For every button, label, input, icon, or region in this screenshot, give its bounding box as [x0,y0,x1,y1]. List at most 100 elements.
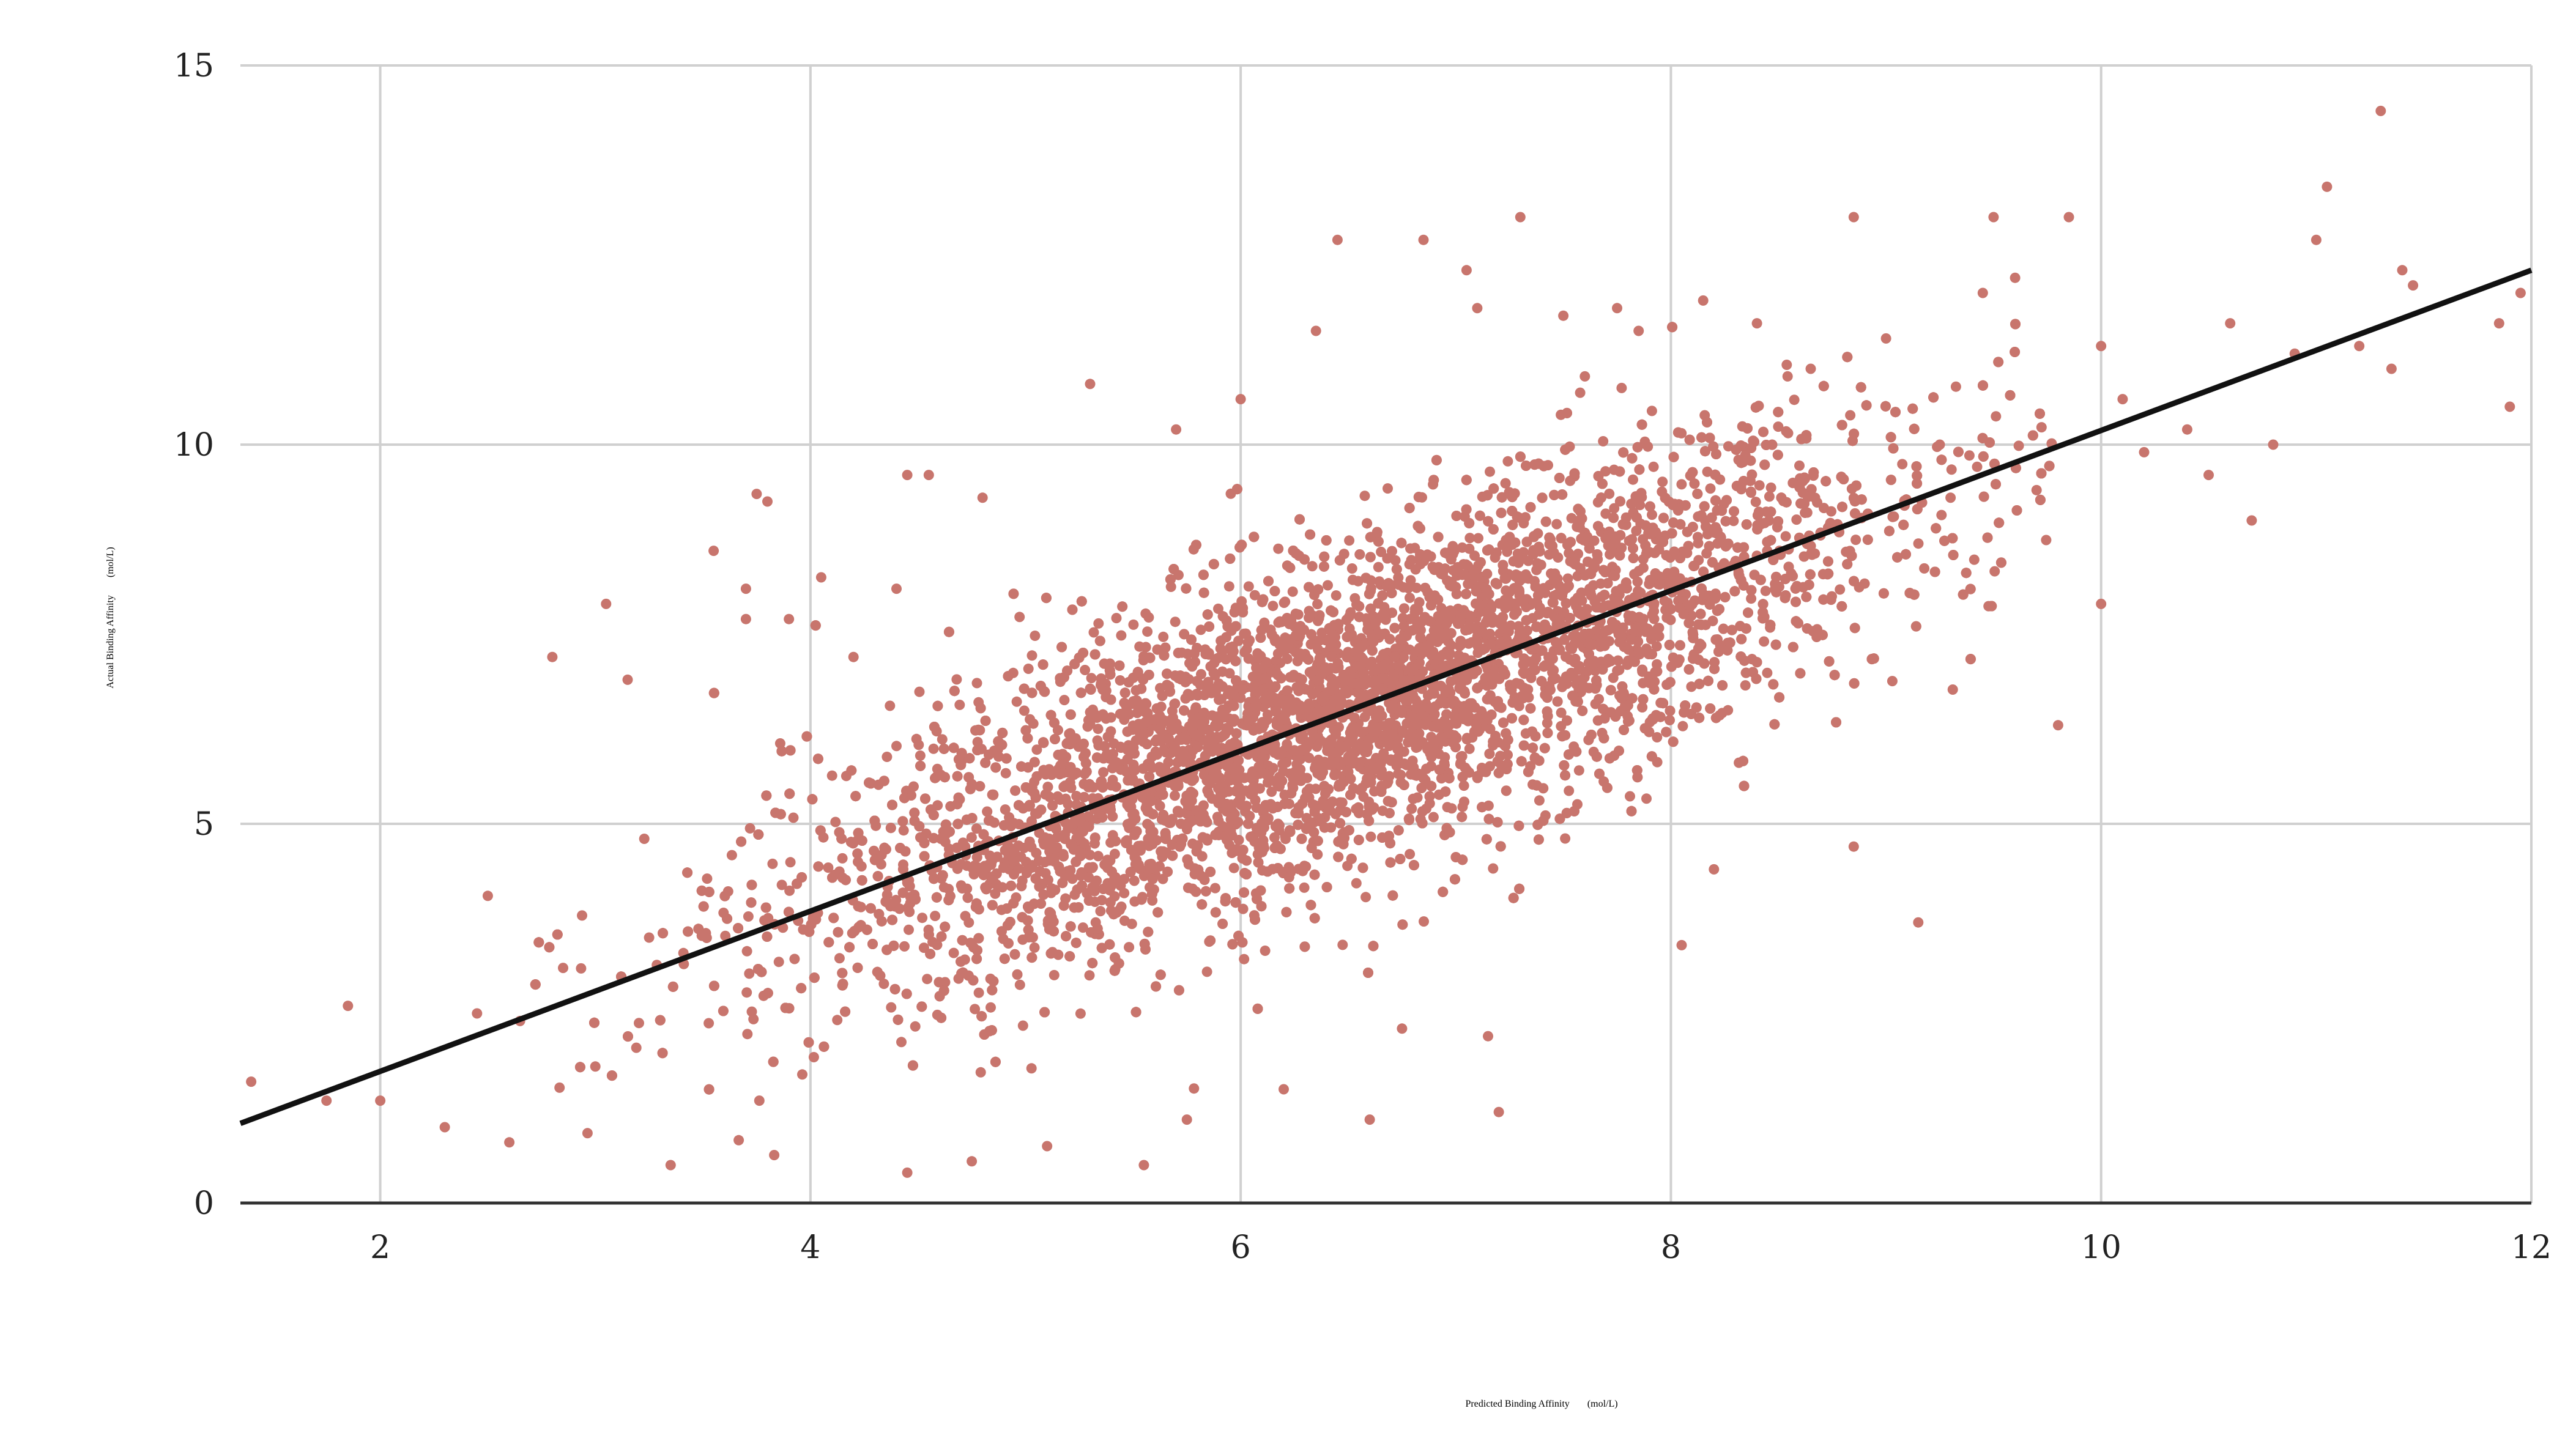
scatter-point [1279,598,1290,609]
scatter-point [2063,212,2074,223]
scatter-point [948,947,959,958]
scatter-point [960,911,971,922]
scatter-point [902,1167,913,1178]
scatter-point [1312,615,1323,626]
scatter-point [2036,422,2047,433]
scatter-point [1705,483,1716,494]
scatter-point [1411,582,1422,593]
scatter-point [1493,1106,1504,1117]
scatter-point [601,598,612,609]
scatter-point [1762,667,1773,678]
scatter-point [482,890,493,902]
scatter-point [720,930,731,941]
scatter-point [832,1015,843,1026]
scatter-points [246,105,2526,1178]
scatter-point [1077,922,1088,933]
scatter-point [733,1135,744,1146]
scatter-point [917,913,928,924]
scatter-point [774,738,785,749]
scatter-point [1014,979,1025,990]
scatter-point [1502,456,1513,467]
scatter-point [1364,1114,1375,1125]
scatter-point [582,1128,593,1139]
scatter-point [914,686,925,697]
scatter-point [1676,939,1687,950]
scatter-point [1600,508,1611,519]
scatter-point [1989,566,2000,577]
scatter-point [971,678,982,689]
scatter-point [1034,827,1045,839]
scatter-point [1095,906,1106,917]
scatter-point [1142,626,1153,637]
scatter-point [1625,791,1635,802]
scatter-point [789,953,800,964]
scatter-point [1608,672,1619,683]
scatter-point [1189,1083,1200,1094]
scatter-point [1740,680,1751,691]
scatter-point [1826,506,1836,517]
scatter-point [1025,714,1036,725]
scatter-point [1485,761,1495,772]
scatter-point [321,1095,332,1106]
scatter-point [1115,675,1126,686]
scatter-point [1848,841,1859,852]
scatter-point [1765,482,1776,493]
scatter-point [1964,450,1975,461]
scatter-point [834,953,845,964]
scatter-point [1304,752,1315,763]
scatter-point [1312,599,1323,610]
scatter-point [1383,483,1393,494]
scatter-point [898,825,909,836]
scatter-point [896,1037,907,1048]
scatter-point [1609,503,1620,514]
scatter-point [886,1002,897,1013]
scatter-point [741,946,752,957]
scatter-point [1093,618,1104,629]
scatter-point [1088,627,1099,638]
scatter-point [1652,732,1663,742]
scatter-point [1138,1160,1149,1171]
scatter-point [1590,698,1601,709]
scatter-point [2031,484,2042,495]
scatter-point [1485,466,1495,477]
scatter-point [1702,466,1713,477]
scatter-point [1488,863,1499,874]
scatter-point [631,1042,642,1053]
scatter-point [1604,488,1615,499]
scatter-point [1444,580,1455,591]
scatter-point [1728,516,1739,527]
scatter-point [1031,744,1042,755]
scatter-point [1262,709,1273,720]
scatter-point [1017,1020,1028,1031]
scatter-point [1573,765,1584,776]
scatter-point [1764,491,1775,502]
scatter-point [1551,519,1562,530]
scatter-point [2096,341,2107,352]
scatter-point [1128,619,1139,630]
scatter-point [1405,575,1416,586]
scatter-point [1945,492,1956,503]
scatter-point [1201,966,1212,977]
scatter-point [973,987,984,998]
scatter-point [2139,446,2150,457]
scatter-point [1181,1114,1192,1125]
scatter-point [1059,695,1070,706]
scatter-point [1913,917,1924,928]
scatter-point [891,741,902,752]
scatter-point [930,911,941,922]
scatter-point [823,862,834,873]
scatter-point [1223,581,1234,592]
scatter-point [741,987,752,998]
scatter-point [954,700,965,710]
scatter-point [1780,531,1791,542]
scatter-point [1019,705,1030,716]
scatter-point [246,1076,257,1087]
scatter-point [1238,903,1249,914]
scatter-point [767,858,778,869]
scatter-point [1278,766,1289,777]
scatter-point [1556,707,1567,718]
scatter-point [776,879,787,890]
scatter-point [547,651,558,662]
scatter-point [1639,436,1650,447]
scatter-point [740,583,751,594]
